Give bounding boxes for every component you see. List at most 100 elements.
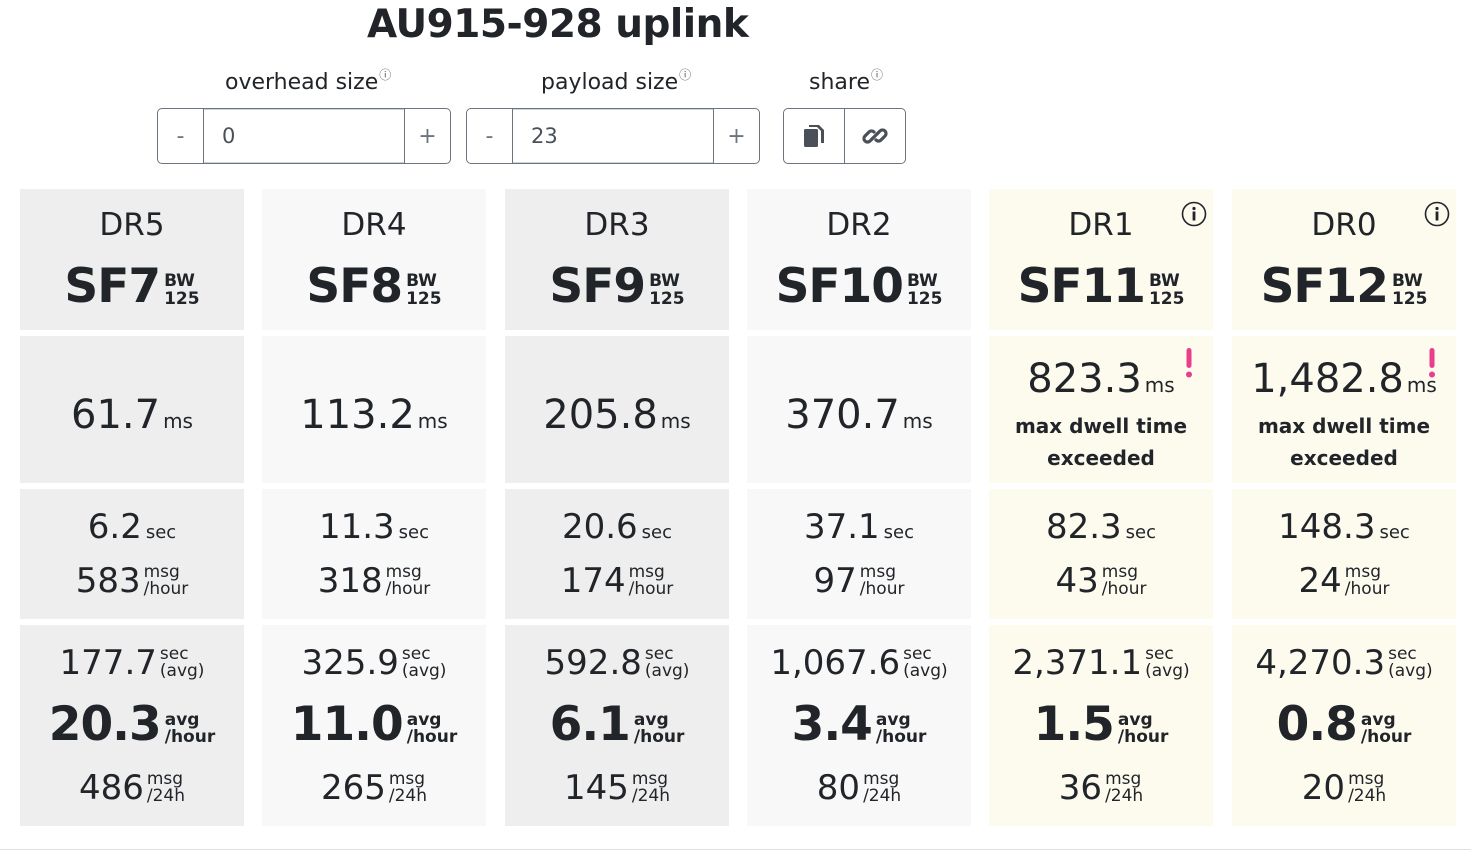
info-icon[interactable] [1424, 201, 1450, 231]
fair-use-cell: 1,067.6 sec (avg) 3.4 avg /hour 80 [747, 625, 971, 826]
duty-cycle-cell: 6.2 sec 583 msg /hour [20, 489, 244, 619]
interval-unit: sec [1379, 522, 1410, 543]
payload-decrement-button[interactable]: - [467, 109, 513, 163]
interval-unit: sec [641, 522, 673, 543]
messages-per-hour: 583 [75, 561, 141, 601]
interval-value: 37.1 [803, 507, 880, 547]
avg-rate-value: 1.5 [1033, 697, 1115, 752]
interval-unit: sec [145, 522, 177, 543]
avg-interval-value: 592.8 [544, 643, 642, 683]
dwell-warning: max dwell time exceeded [1257, 414, 1431, 470]
interval-value: 6.2 [87, 507, 142, 547]
airtime-cell: 1,482.8 ms max dwell time exceeded [1232, 336, 1456, 483]
fair-use-cell: 592.8 sec (avg) 6.1 avg /hour 145 [505, 625, 729, 826]
data-rate-name: DR1 [1068, 207, 1134, 243]
payload-size-input[interactable]: 23 [513, 109, 713, 163]
data-rate-header: DR4 SF8 BW 125 [262, 189, 486, 330]
payload-info-icon[interactable]: ⓘ [679, 68, 692, 82]
messages-per-24h: 36 [1058, 768, 1103, 808]
avg-rate-value: 0.8 [1276, 697, 1358, 752]
info-circle-icon [1181, 201, 1207, 227]
bandwidth: BW 125 [1148, 271, 1185, 309]
data-rate-header: DR0 SF12 BW 125 [1232, 189, 1456, 330]
data-rate-name: DR4 [341, 207, 407, 243]
airtime-value: 113.2 [300, 392, 415, 438]
avg-rate-value: 6.1 [549, 697, 631, 752]
interval-unit: sec [883, 522, 915, 543]
avg-interval-value: 1,067.6 [770, 643, 901, 683]
info-icon[interactable] [1181, 201, 1207, 231]
copy-icon [804, 125, 824, 147]
airtime-value: 205.8 [543, 392, 658, 438]
duty-cycle-cell: 37.1 sec 97 msg /hour [747, 489, 971, 619]
interval-unit: sec [1125, 522, 1157, 543]
spreading-factor: SF9 [549, 259, 646, 314]
spreading-factor: SF10 [775, 259, 904, 314]
duty-cycle-cell: 20.6 sec 174 msg /hour [505, 489, 729, 619]
bandwidth: BW 125 [1391, 271, 1428, 309]
data-rate-header: DR1 SF11 BW 125 [989, 189, 1213, 330]
copy-button[interactable] [784, 109, 844, 163]
airtime-unit: ms [1144, 373, 1175, 397]
bandwidth: BW 125 [649, 271, 685, 309]
data-rate-name: DR2 [826, 207, 892, 243]
overhead-increment-button[interactable]: + [404, 109, 450, 163]
overhead-decrement-button[interactable]: - [158, 109, 204, 163]
spreading-factor: SF11 [1017, 259, 1146, 314]
share-label: shareⓘ [809, 68, 883, 95]
spreading-factor: SF8 [306, 259, 403, 314]
overhead-size-label: overhead sizeⓘ [225, 68, 392, 95]
messages-per-24h: 265 [320, 768, 386, 808]
duty-cycle-cell: 82.3 sec 43 msg /hour [989, 489, 1213, 619]
airtime-value: 823.3 [1027, 356, 1142, 402]
bandwidth: BW 125 [906, 271, 943, 309]
data-rate-header: DR2 SF10 BW 125 [747, 189, 971, 330]
link-button[interactable] [844, 109, 905, 163]
data-rate-name: DR3 [584, 207, 650, 243]
payload-size-stepper: - 23 + [466, 108, 760, 164]
overhead-info-icon[interactable]: ⓘ [379, 68, 392, 82]
airtime-value: 370.7 [785, 392, 900, 438]
data-rate-name: DR5 [99, 207, 165, 243]
messages-per-hour: 43 [1055, 561, 1099, 601]
fair-use-cell: 2,371.1 sec (avg) 1.5 avg /hour 36 [989, 625, 1213, 826]
messages-per-hour: 24 [1298, 561, 1342, 601]
messages-per-24h: 486 [78, 768, 144, 808]
fair-use-cell: 325.9 sec (avg) 11.0 avg /hour 265 [262, 625, 486, 826]
airtime-value: 61.7 [71, 392, 161, 438]
bottom-divider [0, 849, 1471, 850]
airtime-cell: 205.8 ms [505, 336, 729, 483]
airtime-unit: ms [902, 409, 933, 433]
overhead-size-stepper: - 0 + [157, 108, 451, 164]
bandwidth: BW 125 [406, 271, 442, 309]
spreading-factor: SF7 [64, 259, 161, 314]
avg-rate-value: 20.3 [48, 697, 162, 752]
dwell-warning: max dwell time exceeded [1014, 414, 1188, 470]
airtime-cell: 113.2 ms [262, 336, 486, 483]
payload-increment-button[interactable]: + [713, 109, 759, 163]
data-rate-name: DR0 [1311, 207, 1377, 243]
messages-per-hour: 174 [560, 561, 626, 601]
avg-interval-value: 177.7 [59, 643, 157, 683]
spreading-factor: SF12 [1260, 259, 1389, 314]
duty-cycle-cell: 148.3 sec 24 msg /hour [1232, 489, 1456, 619]
avg-rate-value: 11.0 [290, 697, 404, 752]
avg-rate-value: 3.4 [791, 697, 873, 752]
data-rate-header: DR5 SF7 BW 125 [20, 189, 244, 330]
data-rate-header: DR3 SF9 BW 125 [505, 189, 729, 330]
exclamation-icon [1428, 348, 1436, 382]
interval-value: 148.3 [1278, 507, 1376, 547]
airtime-unit: ms [660, 409, 691, 433]
messages-per-24h: 20 [1301, 768, 1346, 808]
payload-size-label: payload sizeⓘ [541, 68, 692, 95]
messages-per-24h: 145 [563, 768, 629, 808]
interval-value: 20.6 [561, 507, 638, 547]
airtime-cell: 61.7 ms [20, 336, 244, 483]
fair-use-cell: 4,270.3 sec (avg) 0.8 avg /hour 20 [1232, 625, 1456, 826]
interval-value: 82.3 [1045, 507, 1122, 547]
messages-per-hour: 318 [317, 561, 383, 601]
airtime-cell: 823.3 ms max dwell time exceeded [989, 336, 1213, 483]
avg-interval-value: 4,270.3 [1255, 643, 1386, 683]
overhead-size-input[interactable]: 0 [204, 109, 404, 163]
share-info-icon[interactable]: ⓘ [870, 68, 883, 82]
